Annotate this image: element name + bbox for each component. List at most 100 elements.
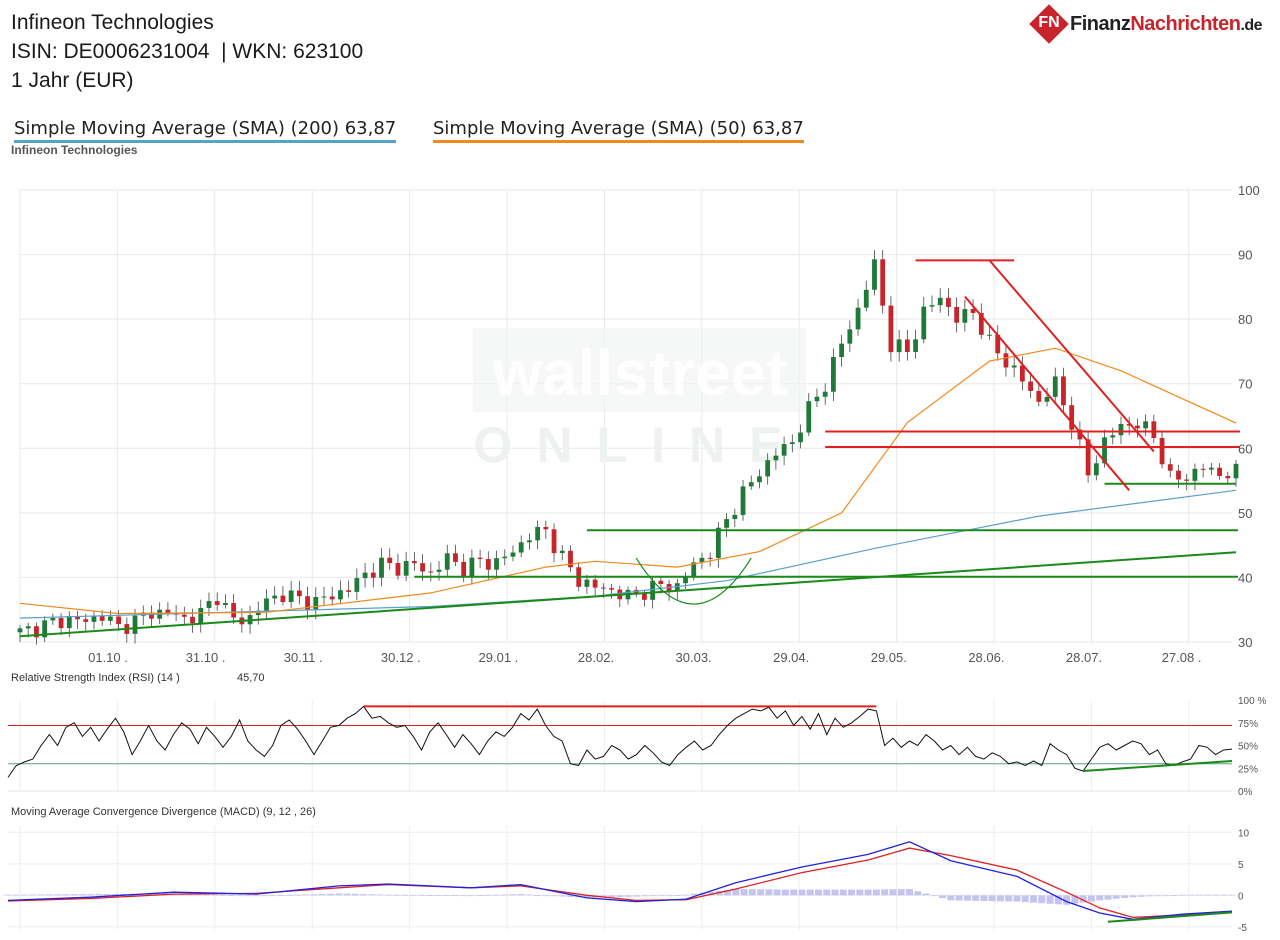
macd-histogram-bar bbox=[856, 889, 864, 896]
candle-body bbox=[806, 401, 812, 433]
macd-histogram-bar bbox=[922, 893, 930, 896]
macd-panel: -5 0 5 10 bbox=[4, 826, 1250, 934]
price-y-tick: 50 bbox=[1238, 506, 1252, 521]
candle-body bbox=[1028, 381, 1033, 391]
candle-body bbox=[929, 305, 935, 307]
macd-histogram-bar bbox=[864, 889, 872, 896]
finanznachrichten-logo[interactable]: FN FinanzNachrichten.de bbox=[1029, 4, 1263, 44]
macd-histogram-bar bbox=[1220, 894, 1228, 896]
isin-wkn: ISIN: DE0006231004 | WKN: 623100 bbox=[11, 40, 364, 63]
macd-histogram-bar bbox=[988, 895, 996, 902]
chart-header: Infineon Technologies ISIN: DE0006231004… bbox=[11, 8, 363, 95]
candle-body bbox=[707, 557, 713, 559]
candle-body bbox=[1093, 463, 1099, 476]
macd-histogram-bar bbox=[21, 894, 29, 896]
macd-histogram-bar bbox=[409, 894, 417, 896]
candle-body bbox=[469, 557, 475, 578]
candle-body bbox=[518, 542, 524, 553]
macd-histogram-bar bbox=[269, 895, 277, 897]
candle-body bbox=[1225, 475, 1231, 479]
macd-histogram-bar bbox=[798, 889, 806, 896]
candle-body bbox=[962, 309, 968, 323]
macd-histogram-bar bbox=[78, 894, 86, 896]
macd-histogram-bar bbox=[500, 894, 508, 896]
candle-body bbox=[978, 312, 984, 335]
price-x-tick: 31.10 . bbox=[186, 650, 226, 665]
candle-body bbox=[954, 306, 960, 323]
macd-histogram-bar bbox=[666, 895, 674, 897]
macd-histogram-bar bbox=[1211, 894, 1219, 896]
candle-body bbox=[699, 557, 705, 563]
macd-histogram-bar bbox=[517, 894, 525, 896]
candle-body bbox=[1208, 467, 1214, 470]
candle-body bbox=[107, 616, 113, 621]
candle-body bbox=[847, 329, 853, 344]
macd-histogram-bar bbox=[641, 895, 649, 897]
candle-body bbox=[75, 616, 80, 620]
candle-body bbox=[99, 616, 105, 621]
macd-histogram-bar bbox=[442, 895, 450, 896]
macd-histogram-bar bbox=[475, 895, 483, 896]
candle-body bbox=[1077, 429, 1083, 440]
candle-body bbox=[937, 297, 943, 306]
price-x-tick: 29.05. bbox=[871, 650, 907, 665]
candle-body bbox=[223, 603, 228, 606]
candle-body bbox=[1233, 463, 1239, 479]
price-x-tick: 29.01 . bbox=[479, 650, 519, 665]
candle-body bbox=[502, 556, 508, 559]
candle-body bbox=[822, 391, 828, 397]
candle-body bbox=[329, 596, 335, 600]
macd-signal-line bbox=[7, 847, 1233, 919]
macd-histogram-bar bbox=[748, 889, 756, 896]
macd-histogram-bar bbox=[484, 894, 492, 896]
macd-histogram-bar bbox=[757, 889, 765, 896]
candle-body bbox=[17, 628, 23, 633]
legend-sma50-swatch bbox=[433, 140, 804, 143]
macd-y-tick: -5 bbox=[1238, 923, 1247, 934]
candle-body bbox=[732, 514, 738, 520]
candle-body bbox=[773, 455, 779, 461]
macd-histogram-bar bbox=[418, 894, 426, 896]
price-x-tick: 01.10 . bbox=[88, 650, 128, 665]
candle-body bbox=[420, 563, 425, 572]
candle-body bbox=[296, 590, 302, 597]
macd-histogram-bar bbox=[186, 893, 194, 896]
macd-histogram-bar bbox=[54, 894, 62, 896]
macd-histogram-bar bbox=[732, 889, 740, 896]
rsi-y-tick: 25% bbox=[1238, 764, 1258, 775]
candle-body bbox=[650, 580, 656, 600]
sma200-line bbox=[19, 489, 1237, 619]
rsi-value: 45,70 bbox=[237, 672, 265, 684]
candle-body bbox=[1085, 439, 1091, 476]
macd-histogram-bar bbox=[823, 889, 831, 896]
macd-histogram-bar bbox=[848, 889, 856, 896]
macd-histogram-bar bbox=[839, 889, 847, 896]
macd-histogram-bar bbox=[70, 894, 78, 896]
rounding-bottom-arc bbox=[635, 557, 752, 605]
macd-histogram-bar bbox=[1137, 895, 1145, 897]
candle-body bbox=[477, 557, 483, 560]
macd-histogram-bar bbox=[550, 895, 558, 897]
legend-sma50: Simple Moving Average (SMA) (50) 63,87 bbox=[433, 118, 804, 143]
macd-y-tick: 10 bbox=[1238, 828, 1250, 839]
macd-histogram-bar bbox=[492, 894, 500, 896]
candle-body bbox=[214, 601, 220, 606]
candle-body bbox=[1143, 421, 1149, 429]
macd-histogram-bar bbox=[814, 889, 822, 896]
macd-title: Moving Average Convergence Divergence (M… bbox=[11, 806, 316, 818]
candle-body bbox=[863, 289, 869, 308]
macd-histogram-bar bbox=[45, 894, 53, 896]
candle-body bbox=[904, 339, 910, 352]
candle-body bbox=[872, 259, 877, 290]
macd-histogram-bar bbox=[393, 894, 401, 896]
macd-histogram-bar bbox=[434, 895, 442, 896]
candle-body bbox=[1044, 396, 1050, 402]
candle-body bbox=[1151, 421, 1157, 438]
macd-histogram-bar bbox=[318, 893, 326, 896]
candle-body bbox=[428, 571, 434, 573]
candle-body bbox=[740, 486, 746, 515]
macd-histogram-bar bbox=[426, 895, 434, 896]
candle-body bbox=[1135, 425, 1140, 429]
price-y-tick: 30 bbox=[1238, 635, 1252, 650]
